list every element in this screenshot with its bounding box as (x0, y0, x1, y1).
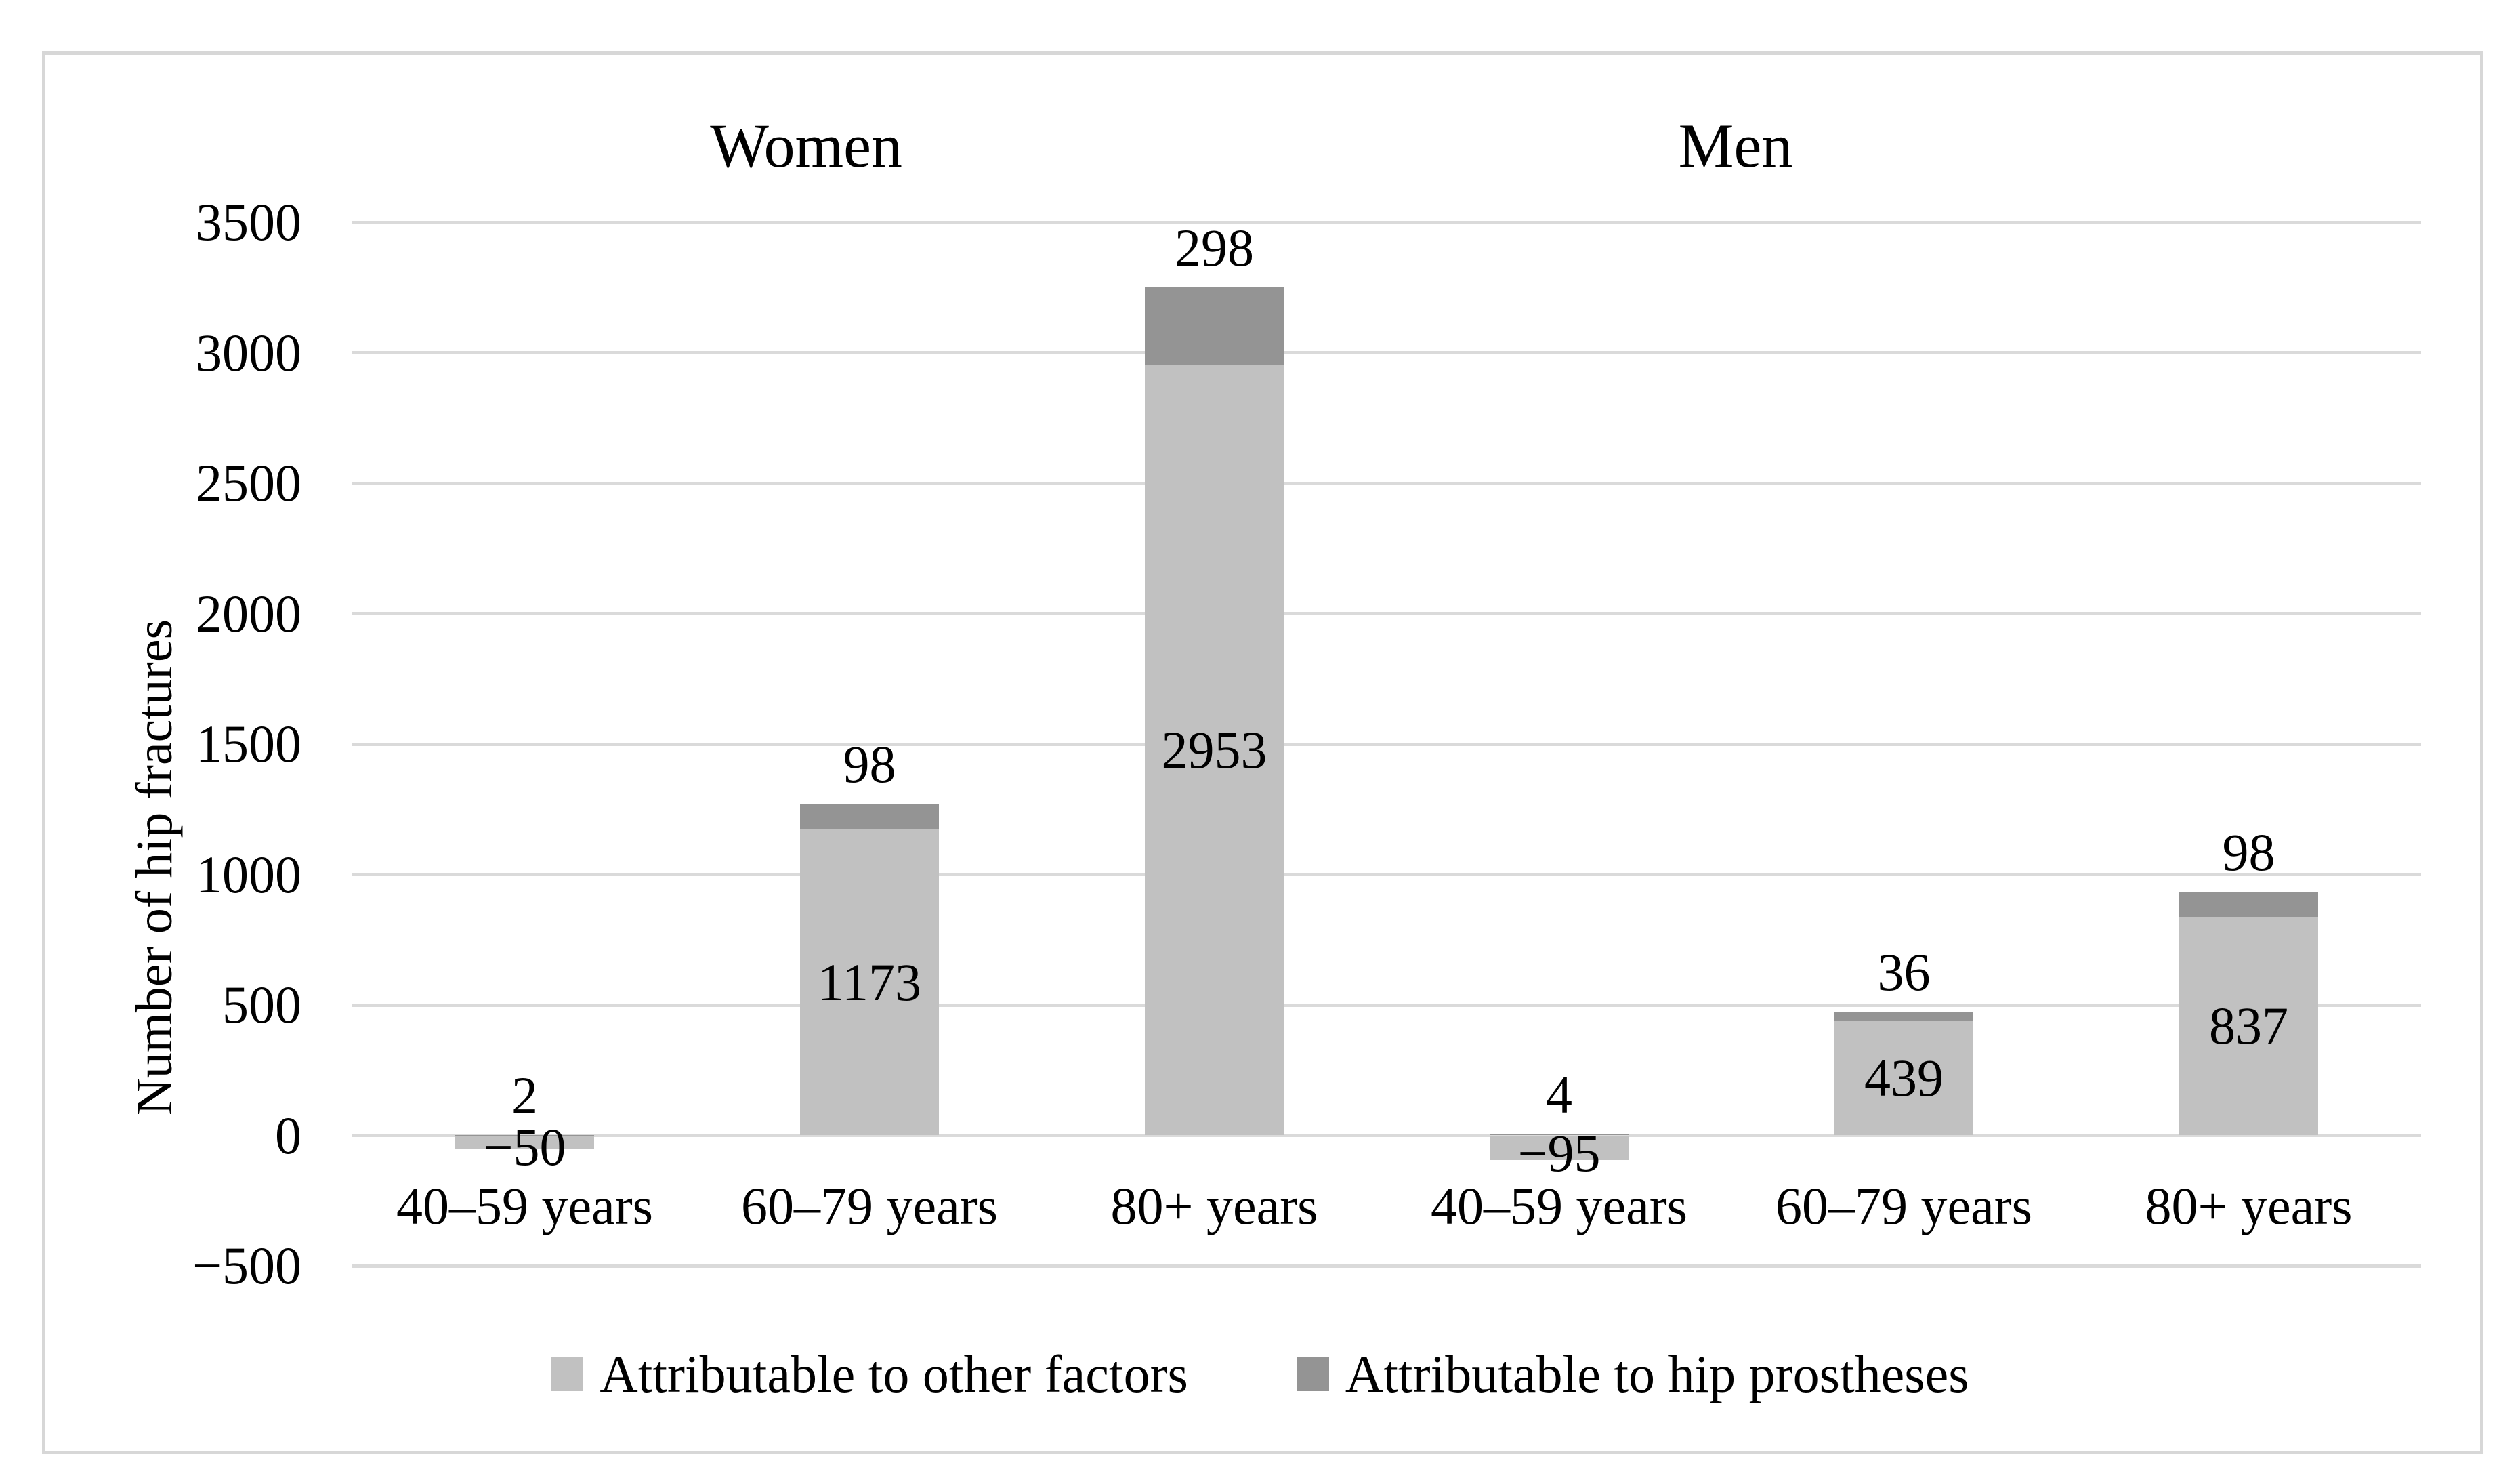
data-label-other-factors: 837 (2209, 996, 2288, 1056)
category-label: 80+ years (1110, 1176, 1318, 1235)
bar-segment-other-factors (2179, 917, 2318, 1136)
category-label: 40–59 years (396, 1176, 654, 1235)
bar-segment-hip-prostheses (455, 1134, 594, 1136)
gridline-1500 (352, 742, 2421, 746)
gridline--500 (352, 1264, 2421, 1268)
data-label-hip-prostheses: 4 (1546, 1065, 1572, 1124)
data-label-hip-prostheses: 298 (1175, 218, 1254, 277)
y-tick-label-0: 0 (275, 1105, 301, 1165)
y-tick-label--500: −500 (192, 1236, 301, 1295)
bar-segment-hip-prostheses (1490, 1134, 1629, 1136)
bar-segment-other-factors (455, 1135, 594, 1149)
data-label-hip-prostheses: 2 (511, 1065, 538, 1125)
gridline-2000 (352, 612, 2421, 615)
category-label: 40–59 years (1430, 1176, 1688, 1235)
data-label-hip-prostheses: 98 (843, 735, 896, 794)
y-tick-label-3500: 3500 (196, 192, 301, 251)
data-label-other-factors: 2953 (1161, 720, 1267, 780)
y-tick-label-3000: 3000 (196, 323, 301, 382)
data-label-other-factors: 1173 (817, 952, 922, 1012)
gridline-3500 (352, 220, 2421, 224)
legend-label-hip-prostheses: Attributable to hip prostheses (1345, 1344, 1969, 1403)
bar-segment-hip-prostheses (1145, 287, 1284, 365)
bar-segment-hip-prostheses (2179, 891, 2318, 918)
data-label-other-factors: −95 (1517, 1123, 1601, 1182)
y-tick-label-500: 500 (222, 975, 301, 1034)
category-label: 60–79 years (740, 1176, 999, 1235)
group-title-women: Women (710, 111, 902, 180)
data-label-other-factors: 439 (1864, 1048, 1944, 1107)
gridline-500 (352, 1003, 2421, 1007)
group-title-men: Men (1678, 111, 1793, 180)
legend-swatch-hip-prostheses (1296, 1357, 1329, 1391)
legend-label-other-factors: Attributable to other factors (600, 1344, 1188, 1403)
y-tick-label-2500: 2500 (196, 453, 301, 512)
y-tick-label-1000: 1000 (196, 844, 301, 904)
data-label-hip-prostheses: 36 (1877, 942, 1931, 1002)
bar-segment-other-factors (800, 829, 939, 1136)
gridline-0 (352, 1134, 2421, 1137)
category-label: 60–79 years (1775, 1176, 2033, 1235)
data-label-hip-prostheses: 98 (2222, 822, 2275, 882)
y-tick-label-1500: 1500 (196, 714, 301, 773)
y-axis-title: Number of hip fractures (126, 619, 183, 1116)
gridline-3000 (352, 351, 2421, 354)
gridline-1000 (352, 873, 2421, 876)
data-label-other-factors: −50 (483, 1117, 566, 1177)
legend-swatch-other-factors (551, 1357, 584, 1391)
legend-item-other-factors: Attributable to other factors (551, 1348, 1188, 1401)
category-label: 80+ years (2145, 1176, 2353, 1235)
bar-segment-other-factors (1834, 1021, 1973, 1136)
bar-segment-other-factors (1490, 1135, 1629, 1161)
bar-segment-hip-prostheses (800, 804, 939, 829)
gridline-2500 (352, 481, 2421, 485)
bar-segment-hip-prostheses (1834, 1011, 1973, 1021)
legend: Attributable to other factors Attributab… (0, 1342, 2520, 1406)
legend-item-hip-prostheses: Attributable to hip prostheses (1296, 1344, 1969, 1403)
y-tick-label-2000: 2000 (196, 583, 301, 643)
bar-segment-other-factors (1145, 365, 1284, 1136)
